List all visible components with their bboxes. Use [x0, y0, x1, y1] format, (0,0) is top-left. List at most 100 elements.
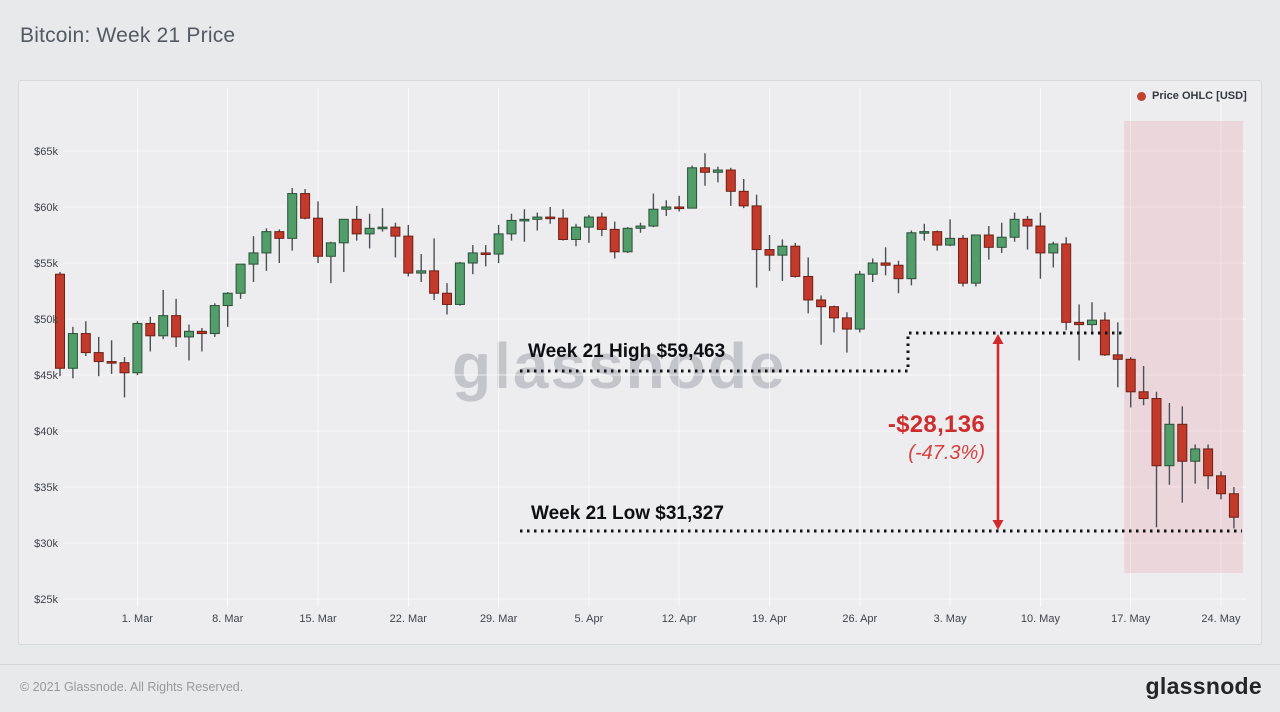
candle[interactable] — [1228, 493, 1239, 518]
candle[interactable] — [132, 322, 143, 374]
candle[interactable] — [222, 292, 233, 307]
candle[interactable] — [1061, 243, 1072, 323]
range-arrow-head-down — [992, 520, 1004, 530]
candle[interactable] — [106, 361, 117, 364]
candle[interactable] — [622, 227, 633, 253]
candle[interactable] — [725, 169, 736, 192]
candle[interactable] — [377, 226, 388, 230]
candle[interactable] — [532, 216, 543, 220]
candle[interactable] — [119, 362, 130, 374]
y-axis-label: $55k — [34, 258, 58, 270]
candle[interactable] — [1022, 218, 1033, 227]
candle[interactable] — [932, 231, 943, 246]
candle[interactable] — [1203, 448, 1214, 477]
candle[interactable] — [983, 234, 994, 248]
candle[interactable] — [274, 231, 285, 239]
candle[interactable] — [145, 322, 156, 337]
candle[interactable] — [325, 242, 336, 257]
candle[interactable] — [442, 292, 452, 305]
candle[interactable] — [1048, 243, 1059, 254]
week21-high-dotted-line — [520, 331, 1123, 373]
candle[interactable] — [687, 167, 698, 209]
candle[interactable] — [506, 219, 517, 235]
candle[interactable] — [55, 273, 65, 369]
candle[interactable] — [854, 273, 865, 330]
candle[interactable] — [80, 333, 91, 354]
candle[interactable] — [493, 233, 504, 255]
candle[interactable] — [1112, 354, 1123, 360]
candle[interactable] — [738, 190, 749, 207]
candle[interactable] — [751, 205, 762, 251]
candle[interactable] — [816, 299, 827, 308]
candle[interactable] — [519, 218, 530, 222]
candle[interactable] — [880, 262, 891, 266]
candle[interactable] — [416, 270, 427, 274]
candle[interactable] — [403, 235, 414, 274]
candle[interactable] — [171, 315, 182, 338]
candle[interactable] — [235, 263, 246, 294]
candle[interactable] — [545, 216, 556, 220]
candle[interactable] — [893, 264, 904, 280]
candle[interactable] — [571, 226, 581, 240]
candle[interactable] — [558, 217, 569, 240]
candle[interactable] — [1164, 423, 1175, 467]
candle[interactable] — [841, 317, 852, 330]
candle[interactable] — [67, 333, 78, 369]
footer-copyright: © 2021 Glassnode. All Rights Reserved. — [20, 680, 244, 694]
candle[interactable] — [300, 193, 311, 219]
candle[interactable] — [1009, 218, 1020, 238]
candle[interactable] — [1190, 448, 1201, 462]
candle[interactable] — [364, 227, 375, 235]
candle[interactable] — [803, 275, 814, 301]
candle[interactable] — [467, 252, 478, 264]
candle[interactable] — [93, 352, 104, 363]
candle[interactable] — [454, 262, 465, 305]
candle[interactable] — [480, 252, 491, 256]
candle[interactable] — [648, 208, 659, 227]
x-axis-label: 5. Apr — [575, 613, 604, 625]
candle[interactable] — [945, 237, 956, 246]
candle[interactable] — [184, 330, 194, 338]
candle[interactable] — [1087, 319, 1097, 326]
candle[interactable] — [338, 218, 349, 244]
candle[interactable] — [790, 245, 801, 277]
candle[interactable] — [906, 232, 917, 280]
candle[interactable] — [596, 216, 607, 230]
candle[interactable] — [429, 270, 440, 294]
candle[interactable] — [209, 305, 220, 335]
candle[interactable] — [583, 216, 594, 228]
candle[interactable] — [958, 237, 968, 284]
candle[interactable] — [248, 252, 259, 265]
candle[interactable] — [777, 245, 788, 256]
candle[interactable] — [1099, 319, 1110, 356]
candlestick-plot[interactable]: $25k $30k $35k $40k $45k $50k $55k $60k $65k 1. M… — [18, 80, 1262, 645]
candle[interactable] — [196, 330, 207, 335]
candle[interactable] — [313, 217, 323, 257]
candle[interactable] — [661, 206, 672, 210]
candle[interactable] — [996, 236, 1007, 248]
chart-card — [18, 80, 1262, 645]
candle[interactable] — [867, 262, 878, 275]
candle[interactable] — [390, 226, 401, 237]
candle[interactable] — [261, 231, 272, 254]
candle[interactable] — [287, 193, 298, 239]
candle[interactable] — [1035, 225, 1046, 254]
candle[interactable] — [1216, 475, 1226, 495]
candle[interactable] — [1125, 358, 1136, 393]
candle[interactable] — [700, 167, 710, 173]
candle[interactable] — [1177, 423, 1188, 462]
candle[interactable] — [351, 218, 362, 235]
candle[interactable] — [674, 206, 685, 210]
candle[interactable] — [970, 234, 981, 284]
legend[interactable]: Price OHLC [USD] — [1137, 90, 1247, 102]
candle[interactable] — [635, 225, 646, 229]
candle[interactable] — [829, 306, 839, 319]
candle[interactable] — [158, 315, 169, 337]
candle[interactable] — [919, 231, 930, 234]
candle[interactable] — [1151, 398, 1162, 467]
candle[interactable] — [1074, 321, 1085, 326]
candle[interactable] — [1138, 391, 1149, 400]
candle[interactable] — [764, 249, 775, 256]
candle[interactable] — [712, 169, 723, 173]
candle[interactable] — [609, 228, 620, 253]
